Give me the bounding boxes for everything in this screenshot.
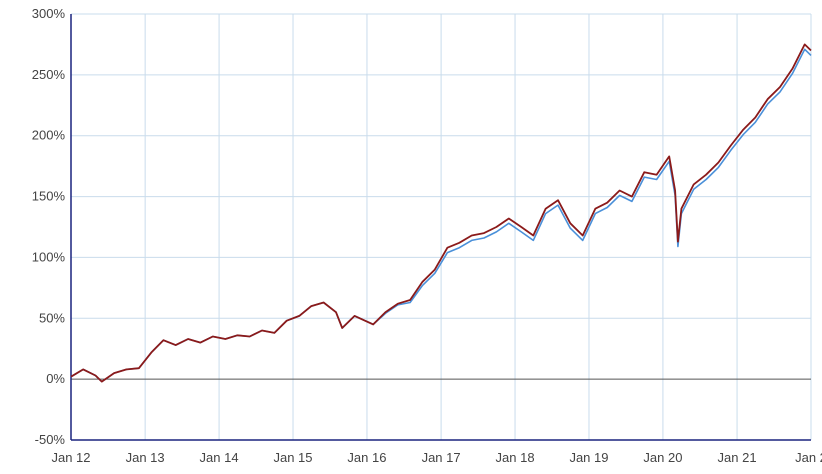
x-tick-labels: Jan 12 Jan 13 Jan 14 Jan 15 Jan 16 Jan 17 Jan … — [51, 450, 822, 465]
y-tick-label: -50% — [35, 432, 66, 447]
x-tick-label: Jan 12 — [51, 450, 90, 465]
y-tick-label: 0% — [46, 371, 65, 386]
x-tick-label: Jan 14 — [200, 450, 239, 465]
x-tick-label: Jan 15 — [273, 450, 312, 465]
x-tick-label: Jan 20 — [643, 450, 682, 465]
x-tick-label: Jan 17 — [422, 450, 461, 465]
x-tick-label: Jan 18 — [496, 450, 535, 465]
y-tick-label: 50% — [39, 310, 65, 325]
y-tick-label: 100% — [32, 249, 66, 264]
grid-lines — [71, 13, 812, 441]
x-tick-label: Jan 2 — [795, 450, 822, 465]
x-tick-label: Jan 13 — [126, 450, 165, 465]
x-tick-label: Jan 19 — [569, 450, 608, 465]
y-tick-label: 250% — [32, 67, 66, 82]
axes — [70, 14, 811, 441]
series-line-1 — [70, 43, 812, 383]
x-tick-label: Jan 16 — [347, 450, 386, 465]
y-tick-label: 300% — [32, 6, 66, 21]
y-tick-label: 200% — [32, 128, 66, 143]
y-tick-labels: 300% 250% 200% 150% 100% 50% 0% -50% — [32, 6, 66, 447]
series-lines — [70, 43, 812, 383]
y-tick-label: 150% — [32, 189, 66, 204]
x-tick-label: Jan 21 — [718, 450, 757, 465]
